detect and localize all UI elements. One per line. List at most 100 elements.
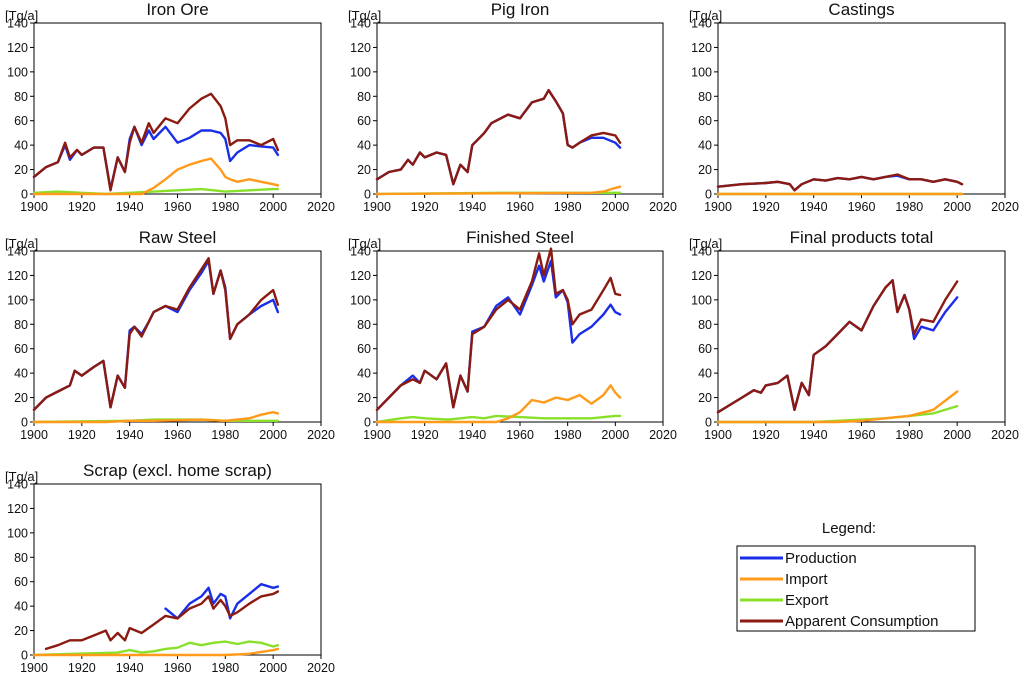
chart-title: Raw Steel	[139, 228, 216, 247]
chart-iron-ore: Iron Ore [Tg/a] 0 20 40 60 80 100 120 140 1900 1920…	[5, 0, 335, 214]
x-tick-label: 1920	[411, 200, 439, 214]
y-tick-label: 60	[357, 342, 371, 356]
series-line-import	[375, 384, 622, 424]
series-line-export	[32, 640, 280, 657]
y-unit-label: [Tg/a]	[348, 236, 381, 251]
y-unit-label: [Tg/a]	[689, 236, 722, 251]
series-line-export	[375, 414, 622, 424]
y-tick-label: 80	[14, 318, 28, 332]
x-tick-label: 2020	[991, 428, 1019, 442]
y-tick-label: 0	[21, 649, 28, 663]
y-tick-label: 140	[7, 478, 28, 492]
x-tick-label: 1980	[211, 428, 239, 442]
series-line-import	[716, 390, 959, 424]
x-tick-label: 2020	[307, 661, 335, 675]
x-tick-label: 2020	[307, 200, 335, 214]
chart-scrap-excl-home-scrap: Scrap (excl. home scrap) [Tg/a] 0 20 40 60 80 1…	[5, 461, 335, 675]
x-tick-label: 1960	[506, 200, 534, 214]
x-tick-label: 2020	[991, 200, 1019, 214]
plot-frame	[717, 22, 1006, 195]
x-tick-label: 2000	[601, 200, 629, 214]
y-unit-label: [Tg/a]	[348, 8, 381, 23]
x-tick-label: 1900	[363, 200, 391, 214]
y-tick-label: 20	[698, 163, 712, 177]
x-tick-label: 1900	[704, 200, 732, 214]
x-tick-label: 1940	[800, 428, 828, 442]
y-tick-label: 140	[691, 17, 712, 31]
chart-pig-iron: Pig Iron [Tg/a] 0 20 40 60 80 100 120 140 1900 1920…	[348, 0, 677, 214]
y-tick-label: 0	[364, 416, 371, 430]
y-tick-label: 20	[14, 163, 28, 177]
chart-raw-steel: Raw Steel [Tg/a] 0 20 40 60 80 100 120 140 1900 192…	[5, 228, 335, 442]
x-tick-label: 1900	[20, 200, 48, 214]
x-tick-label: 1940	[458, 428, 486, 442]
y-tick-label: 20	[14, 391, 28, 405]
chart-title: Final products total	[790, 228, 934, 247]
plot-frame	[376, 22, 664, 195]
y-tick-label: 120	[350, 269, 371, 283]
series-line-production	[164, 583, 280, 620]
x-tick-label: 1960	[506, 428, 534, 442]
y-tick-label: 60	[698, 114, 712, 128]
y-tick-label: 140	[691, 245, 712, 259]
x-tick-label: 2000	[943, 428, 971, 442]
x-tick-label: 1980	[211, 661, 239, 675]
chart-final-products-total: Final products total [Tg/a] 0 20 40 60 80 100 12…	[689, 228, 1019, 442]
x-tick-label: 2000	[259, 661, 287, 675]
series-line-import	[32, 411, 280, 424]
x-tick-label: 2000	[601, 428, 629, 442]
y-tick-label: 80	[357, 90, 371, 104]
x-tick-label: 1920	[68, 428, 96, 442]
y-tick-label: 100	[691, 293, 712, 307]
x-tick-label: 1900	[704, 428, 732, 442]
y-tick-label: 20	[357, 163, 371, 177]
series-line-apparent-consumption	[32, 257, 280, 411]
legend-title: Legend:	[822, 520, 876, 537]
y-unit-label: [Tg/a]	[689, 8, 722, 23]
series-line-import	[32, 157, 280, 196]
y-tick-label: 140	[350, 17, 371, 31]
y-tick-label: 60	[14, 114, 28, 128]
y-tick-label: 80	[698, 318, 712, 332]
legend-item-apparent-consumption: Apparent Consumption	[785, 613, 938, 630]
y-tick-label: 40	[14, 600, 28, 614]
x-tick-label: 1960	[164, 661, 192, 675]
legend-item-export: Export	[785, 592, 829, 609]
series-line-export	[32, 187, 280, 196]
y-tick-label: 140	[7, 17, 28, 31]
series-line-apparent-consumption	[32, 92, 280, 192]
series-line-apparent-consumption	[716, 173, 964, 192]
y-tick-label: 0	[705, 416, 712, 430]
y-tick-label: 100	[7, 293, 28, 307]
plot-frame	[33, 22, 322, 195]
x-tick-label: 1940	[458, 200, 486, 214]
series-line-import	[32, 647, 280, 657]
y-tick-label: 0	[21, 416, 28, 430]
x-tick-label: 1960	[848, 428, 876, 442]
x-tick-label: 1980	[554, 200, 582, 214]
legend-item-import: Import	[785, 571, 828, 588]
series-line-apparent-consumption	[375, 88, 622, 186]
x-tick-label: 1960	[848, 200, 876, 214]
y-tick-label: 60	[14, 342, 28, 356]
x-tick-label: 1940	[116, 428, 144, 442]
y-unit-label: [Tg/a]	[5, 236, 38, 251]
y-tick-label: 40	[357, 367, 371, 381]
y-unit-label: [Tg/a]	[5, 8, 38, 23]
x-tick-label: 1960	[164, 428, 192, 442]
x-tick-label: 1900	[20, 661, 48, 675]
legend: Legend: Production Import Export Apparent Co…	[736, 520, 976, 632]
y-tick-label: 40	[698, 139, 712, 153]
y-tick-label: 0	[21, 188, 28, 202]
chart-castings: Castings [Tg/a] 0 20 40 60 80 100 120 140 1900 1920…	[689, 0, 1019, 214]
x-tick-label: 1940	[116, 661, 144, 675]
x-tick-label: 1920	[752, 200, 780, 214]
y-tick-label: 100	[7, 65, 28, 79]
x-tick-label: 1980	[211, 200, 239, 214]
y-unit-label: [Tg/a]	[5, 469, 38, 484]
y-tick-label: 0	[364, 188, 371, 202]
y-tick-label: 0	[705, 188, 712, 202]
x-tick-label: 1920	[68, 200, 96, 214]
y-tick-label: 80	[14, 90, 28, 104]
